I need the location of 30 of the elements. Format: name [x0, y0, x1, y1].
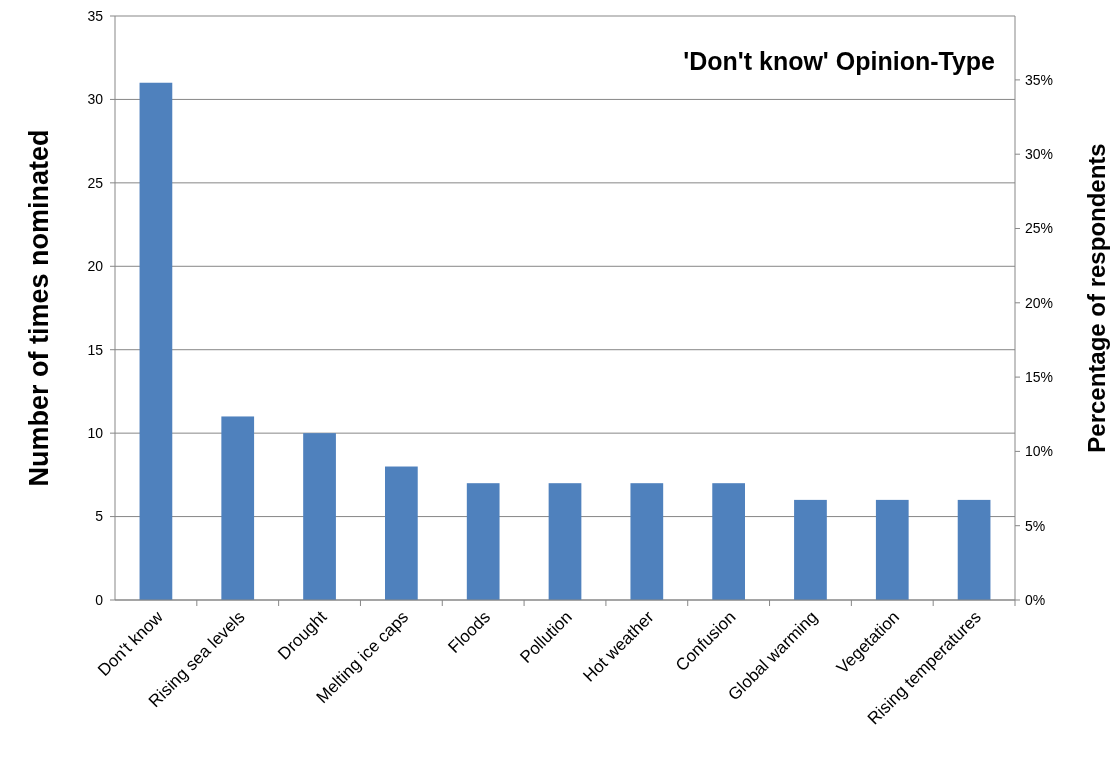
y-tick-label: 5 [95, 508, 104, 525]
bar [712, 483, 745, 600]
y2-tick-label: 35% [1025, 71, 1054, 88]
y-tick-label: 25 [87, 174, 104, 191]
bar [794, 499, 827, 600]
y-tick-label: 10 [87, 425, 104, 442]
bar [957, 499, 991, 600]
y-tick-label: 15 [87, 341, 104, 358]
bar [221, 416, 255, 600]
y2-axis-title: Percentage of respondents [1083, 143, 1110, 453]
text: 'Don't know' Opinion-Type [683, 47, 996, 75]
bar [303, 433, 336, 600]
bar [466, 483, 500, 600]
y-axis-title: Number of times nominated [24, 129, 54, 487]
y2-tick-label: 10% [1025, 443, 1054, 460]
y-tick-label: 35 [87, 7, 104, 24]
bar [548, 483, 582, 600]
y-tick-label: 0 [95, 591, 104, 608]
bar [875, 499, 909, 600]
y2-tick-label: 0% [1025, 591, 1046, 608]
y2-tick-label: 5% [1025, 517, 1046, 534]
y2-tick-label: 20% [1025, 294, 1054, 311]
y2-tick-label: 30% [1025, 146, 1054, 163]
y-tick-label: 20 [87, 258, 104, 275]
y2-tick-label: 15% [1025, 369, 1054, 385]
bar [139, 82, 173, 600]
bar [385, 466, 418, 600]
bar [630, 483, 664, 600]
y2-tick-label: 25% [1025, 220, 1054, 237]
y-tick-label: 30 [87, 91, 104, 108]
